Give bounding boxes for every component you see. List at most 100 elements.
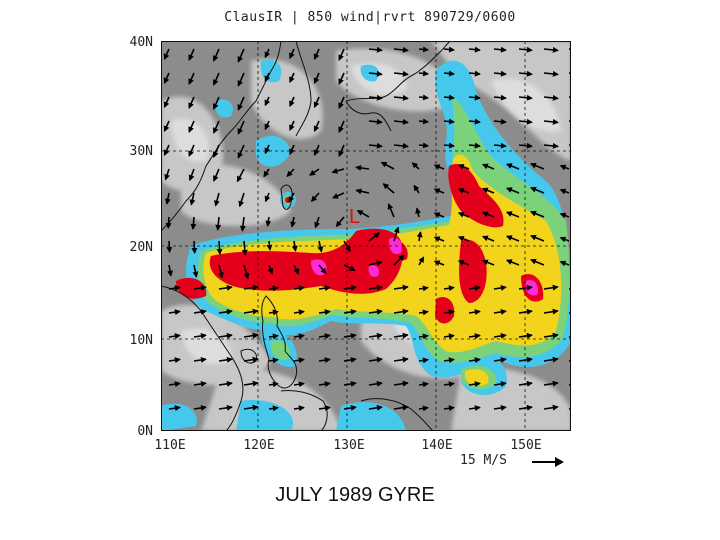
wind-vector — [193, 308, 207, 315]
wind-vector — [241, 240, 248, 256]
wind-vector — [518, 356, 533, 363]
wind-vector — [239, 216, 246, 232]
wind-vector — [543, 70, 559, 77]
wind-vector — [214, 192, 220, 207]
latitude-label-0n: 0N — [137, 424, 153, 439]
wind-vector — [433, 212, 445, 218]
wind-vector — [264, 96, 271, 107]
wind-vector — [193, 356, 207, 363]
wind-vector — [393, 404, 409, 411]
wind-vector — [457, 259, 470, 266]
wind-vector — [168, 381, 181, 388]
satellite-wind-map: L — [161, 41, 571, 431]
wind-vector — [559, 212, 570, 219]
wind-vector — [164, 168, 170, 181]
wind-vector — [418, 256, 425, 266]
wind-vector — [309, 168, 320, 176]
latitude-label-20n: 20N — [129, 240, 153, 255]
wind-vector — [543, 404, 559, 411]
wind-vector — [318, 357, 331, 364]
wind-vector-field — [163, 46, 571, 412]
wind-vector — [264, 192, 271, 203]
wind-vector — [318, 333, 331, 340]
wind-vector — [293, 357, 305, 364]
wind-vector — [530, 258, 545, 266]
wind-vector — [481, 259, 495, 266]
wind-vector — [193, 332, 207, 339]
wind-vector — [481, 187, 495, 194]
wind-vector — [268, 333, 279, 340]
wind-vector — [382, 183, 395, 194]
wind-vector — [192, 264, 199, 278]
wind-vector — [418, 46, 429, 53]
graticule — [161, 41, 571, 431]
wind-vector — [393, 308, 409, 315]
figure-title: ClausIR | 850 wind|rvrt 890729/0600 — [224, 10, 516, 25]
low-pressure-marker: L — [349, 206, 360, 228]
wind-vector — [418, 285, 429, 292]
wind-vector — [443, 405, 455, 412]
wind-vector — [505, 235, 520, 242]
wind-vector — [243, 380, 259, 387]
wind-vector — [216, 240, 223, 255]
wind-vector — [243, 308, 259, 315]
wind-vector — [343, 356, 357, 363]
wind-vector — [518, 94, 533, 101]
wind-vector — [493, 308, 507, 315]
wind-vector — [237, 144, 245, 159]
wind-vector — [368, 404, 383, 411]
wind-vector — [318, 309, 331, 316]
wind-vector — [505, 211, 520, 218]
wind-vector — [393, 284, 409, 291]
wind-vector — [368, 46, 383, 53]
wind-vector — [286, 168, 295, 178]
wind-vector — [393, 118, 409, 125]
wind-vector — [418, 381, 429, 388]
wind-vector — [468, 46, 481, 53]
wind-vector — [433, 236, 445, 242]
wind-vector — [237, 72, 245, 87]
wind-vector — [264, 48, 271, 59]
wind-vector — [433, 188, 445, 194]
wind-vector — [264, 144, 271, 155]
wind-vector — [418, 309, 429, 316]
wind-vector — [338, 48, 345, 61]
wind-vector — [188, 120, 195, 133]
wind-vector — [236, 168, 245, 183]
wind-vector — [418, 94, 429, 101]
wind-vector — [418, 118, 429, 125]
wind-vector — [331, 167, 345, 174]
wind-vector — [387, 203, 395, 218]
wind-vector — [218, 356, 233, 363]
wind-vector — [518, 332, 533, 339]
wind-vector — [343, 264, 356, 272]
wind-vector — [190, 216, 197, 230]
wind-vector — [163, 144, 170, 157]
wind-vector — [468, 405, 481, 412]
wind-vector — [335, 216, 345, 228]
wind-vector — [457, 211, 470, 218]
wind-vector — [416, 231, 423, 242]
wind-vector — [188, 72, 195, 85]
wind-vector — [188, 96, 195, 109]
wind-vector — [418, 333, 429, 340]
wind-vector — [518, 118, 533, 125]
wind-vector — [493, 380, 507, 387]
longitude-label-140e: 140E — [421, 438, 453, 453]
wind-vector — [368, 308, 383, 315]
wind-vector — [443, 94, 455, 101]
wind-vector — [338, 72, 345, 85]
wind-vector — [243, 264, 250, 280]
wind-vector — [212, 120, 220, 134]
wind-vector — [338, 96, 345, 109]
wind-vector — [393, 356, 409, 363]
wind-vector — [493, 94, 507, 101]
wind-vector — [188, 168, 195, 182]
wind-vector — [543, 308, 559, 315]
wind-vector — [168, 285, 181, 292]
wind-vector — [188, 48, 195, 61]
wind-vector — [411, 162, 420, 170]
wind-vector — [313, 48, 320, 61]
latitude-label-40n: 40N — [129, 35, 153, 50]
wind-vector — [289, 120, 295, 132]
